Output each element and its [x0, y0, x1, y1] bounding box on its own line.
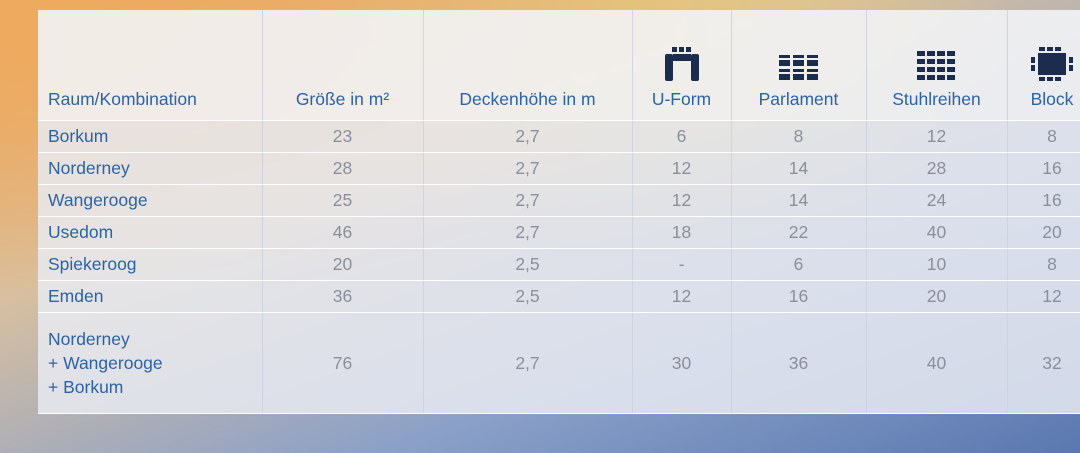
table-cell: 12 — [632, 153, 731, 185]
table-cell: 2,5 — [423, 249, 632, 281]
header-cell: Deckenhöhe in m — [423, 10, 632, 121]
table-cell: 12 — [632, 281, 731, 313]
table-cell: 28 — [262, 153, 423, 185]
table-cell: Spiekeroog — [38, 249, 262, 281]
table-cell: Borkum — [38, 121, 262, 153]
table-cell: 22 — [731, 217, 866, 249]
table-cell: 2,7 — [423, 217, 632, 249]
table-cell: 23 — [262, 121, 423, 153]
table-cell: 2,7 — [423, 185, 632, 217]
table-cell: 6 — [731, 249, 866, 281]
table-cell: 20 — [866, 281, 1007, 313]
table-cell: 20 — [262, 249, 423, 281]
table-cell: 32 — [1007, 313, 1080, 414]
table-cell: 2,7 — [423, 313, 632, 414]
header-label: U-Form — [652, 89, 711, 109]
table-cell: 12 — [632, 185, 731, 217]
table-cell: Wangerooge — [38, 185, 262, 217]
table-cell: 28 — [866, 153, 1007, 185]
table-cell: 14 — [731, 185, 866, 217]
table-cell: 16 — [1007, 153, 1080, 185]
table-cell: 2,7 — [423, 153, 632, 185]
table-cell: Norderney+ Wangerooge+ Borkum — [38, 313, 262, 414]
table-cell: 76 — [262, 313, 423, 414]
table-cell: 8 — [731, 121, 866, 153]
table-cell: 36 — [262, 281, 423, 313]
table-cell: Usedom — [38, 217, 262, 249]
table-cell: 8 — [1007, 121, 1080, 153]
room-table: Raum/Kombination Größe in m² Deckenhöhe in… — [38, 10, 1080, 414]
header-label: Block — [1031, 89, 1074, 109]
header-row: Raum/Kombination Größe in m² Deckenhöhe in… — [38, 10, 1080, 121]
table-cell: 40 — [866, 313, 1007, 414]
table-cell: Norderney — [38, 153, 262, 185]
table-cell: Emden — [38, 281, 262, 313]
table-cell: 2,5 — [423, 281, 632, 313]
table-cell: 16 — [731, 281, 866, 313]
table-cell: 30 — [632, 313, 731, 414]
header-cell: Stuhlreihen — [866, 10, 1007, 121]
u-form-icon — [664, 47, 700, 81]
header-label: Raum/Kombination — [48, 89, 197, 109]
table-cell: 10 — [866, 249, 1007, 281]
table-cell: 25 — [262, 185, 423, 217]
header-cell: Block — [1007, 10, 1080, 121]
table-cell: 2,7 — [423, 121, 632, 153]
table-cell: 14 — [731, 153, 866, 185]
table-cell: 12 — [866, 121, 1007, 153]
parlament-icon — [779, 55, 819, 81]
header-label: Stuhlreihen — [892, 89, 981, 109]
block-icon — [1031, 47, 1073, 81]
cell-line: + Wangerooge — [48, 351, 252, 375]
stuhlreihen-icon — [917, 51, 957, 81]
header-cell: Größe in m² — [262, 10, 423, 121]
page: Raum/Kombination Größe in m² Deckenhöhe in… — [0, 0, 1080, 453]
table-cell: 46 — [262, 217, 423, 249]
cell-line: + Borkum — [48, 375, 252, 399]
table-cell: 36 — [731, 313, 866, 414]
header-label: Parlament — [759, 89, 839, 109]
table-cell: 40 — [866, 217, 1007, 249]
table-cell: 12 — [1007, 281, 1080, 313]
table-cell: 18 — [632, 217, 731, 249]
table-cell: 16 — [1007, 185, 1080, 217]
table-container: Raum/Kombination Größe in m² Deckenhöhe in… — [38, 10, 1080, 453]
cell-line: Norderney — [48, 327, 252, 351]
table-cell: 20 — [1007, 217, 1080, 249]
table-cell: - — [632, 249, 731, 281]
table-cell: 24 — [866, 185, 1007, 217]
header-cell: U-Form — [632, 10, 731, 121]
table-cell: 8 — [1007, 249, 1080, 281]
header-cell: Raum/Kombination — [38, 10, 262, 121]
table-cell: 6 — [632, 121, 731, 153]
header-label: Deckenhöhe in m — [459, 89, 595, 109]
header-cell: Parlament — [731, 10, 866, 121]
header-label: Größe in m² — [296, 89, 389, 109]
